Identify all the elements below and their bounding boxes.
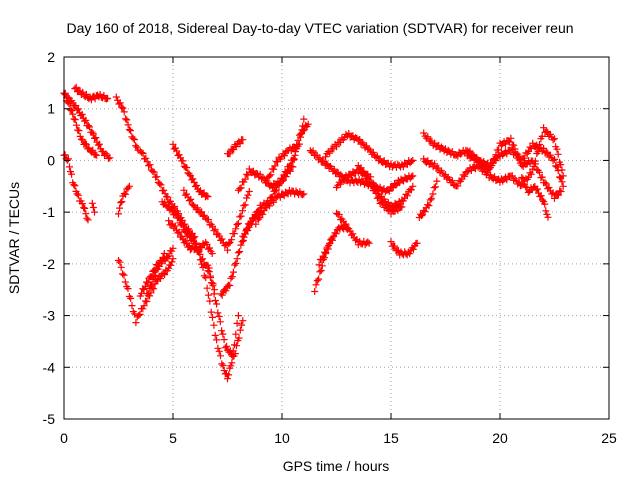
point-markers <box>169 140 212 201</box>
series-arc-21 <box>224 136 247 158</box>
point-markers <box>115 255 177 327</box>
series-arc-35 <box>518 174 552 221</box>
y-tick-label: 1 <box>47 101 55 117</box>
y-tick-label: -1 <box>43 204 56 220</box>
series-arc-15 <box>180 186 253 254</box>
series-arc-13 <box>165 217 216 257</box>
y-tick-label: 0 <box>47 152 55 168</box>
point-markers <box>234 120 312 194</box>
series-arc-22 <box>263 115 308 187</box>
point-markers <box>115 182 133 218</box>
y-tick-label: -5 <box>43 411 56 427</box>
point-markers <box>420 124 567 190</box>
data-points <box>60 83 567 383</box>
point-markers <box>463 134 565 202</box>
series-arc-33 <box>420 124 567 190</box>
x-tick-label: 0 <box>60 430 68 446</box>
series-arc-27 <box>322 129 417 171</box>
series-arc-7 <box>115 182 133 218</box>
point-markers <box>252 186 308 228</box>
plot-frame <box>63 56 610 420</box>
series-arc-29 <box>354 162 406 218</box>
point-markers <box>333 209 373 249</box>
x-tick-label: 10 <box>274 430 290 446</box>
point-markers <box>71 83 112 104</box>
x-tick-label: 5 <box>169 430 177 446</box>
series-arc-6 <box>112 93 142 154</box>
point-markers <box>165 217 216 257</box>
series-arc-26 <box>333 209 373 249</box>
x-tick-label: 20 <box>492 430 508 446</box>
point-markers <box>112 93 142 154</box>
x-tick-label: 15 <box>383 430 399 446</box>
y-tick-label: -4 <box>43 359 56 375</box>
x-tick-label: 25 <box>601 430 617 446</box>
point-markers <box>204 261 247 360</box>
y-tick-label: 2 <box>47 49 55 65</box>
series-arc-8 <box>115 255 177 327</box>
point-markers <box>263 115 308 187</box>
point-markers <box>387 238 421 259</box>
y-tick-label: -3 <box>43 308 56 324</box>
point-markers <box>518 174 552 221</box>
point-markers <box>354 162 406 218</box>
series-arc-11 <box>143 250 168 298</box>
series-arc-16 <box>204 261 247 360</box>
series-arc-5 <box>88 199 98 216</box>
series-arc-31 <box>415 177 441 221</box>
series-arc-20 <box>252 186 308 228</box>
point-markers <box>415 177 441 221</box>
series-arc-34 <box>463 134 565 202</box>
point-markers <box>180 186 253 254</box>
series-arc-30 <box>387 238 421 259</box>
series-arc-14 <box>169 140 212 201</box>
y-tick-label: -2 <box>43 256 56 272</box>
series-arc-18 <box>234 120 312 194</box>
point-markers <box>143 250 168 298</box>
point-markers <box>88 199 98 216</box>
chart-title: Day 160 of 2018, Sidereal Day-to-day VTE… <box>66 20 573 36</box>
series-arc-4 <box>71 83 112 104</box>
grid <box>64 57 609 419</box>
point-markers <box>224 136 247 158</box>
y-axis-label: SDTVAR / TECUs <box>6 182 22 294</box>
point-markers <box>322 129 417 171</box>
x-axis-label: GPS time / hours <box>283 458 390 474</box>
